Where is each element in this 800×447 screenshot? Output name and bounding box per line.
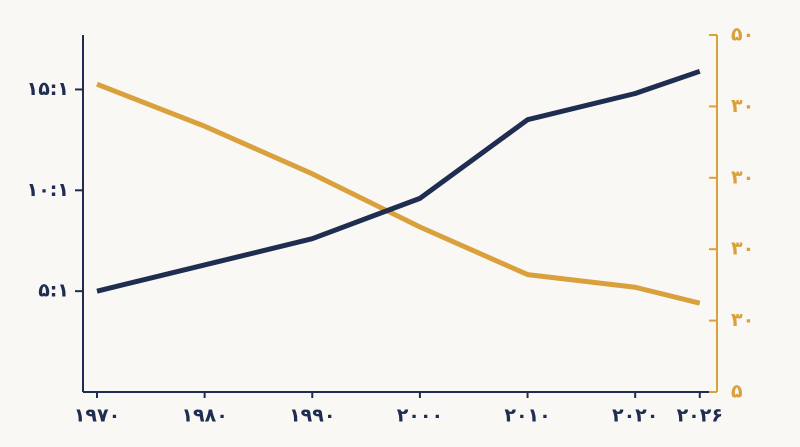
y2-tick-label: ۳۰	[731, 166, 754, 188]
x-tick-label: ۲۰۲۰	[612, 405, 658, 427]
y2-tick-label: ۳۰	[731, 309, 754, 331]
x-tick-label: ۲۰۲۶	[677, 405, 723, 427]
series-line	[96, 68, 701, 294]
x-tick-label: ۲۰۱۰	[504, 405, 550, 427]
y2-tick-label: ۳۰	[731, 95, 754, 117]
y2-tick-label: ۵۰	[731, 24, 754, 46]
y-tick-label: ۱۵:۱	[27, 78, 69, 100]
y-tick-label: ۵:۱	[38, 280, 69, 302]
series-line	[96, 81, 701, 306]
y-tick-label: ۱۰:۱	[27, 179, 69, 201]
x-tick-label: ۱۹۹۰	[289, 405, 335, 427]
y2-tick-label: ۵	[731, 381, 743, 403]
x-tick-label: ۱۹۸۰	[181, 405, 227, 427]
y2-tick-label: ۳۰	[731, 238, 754, 260]
x-tick-label: ۱۹۷۰	[74, 405, 120, 427]
x-tick-label: ۲۰۰۰	[397, 405, 443, 427]
